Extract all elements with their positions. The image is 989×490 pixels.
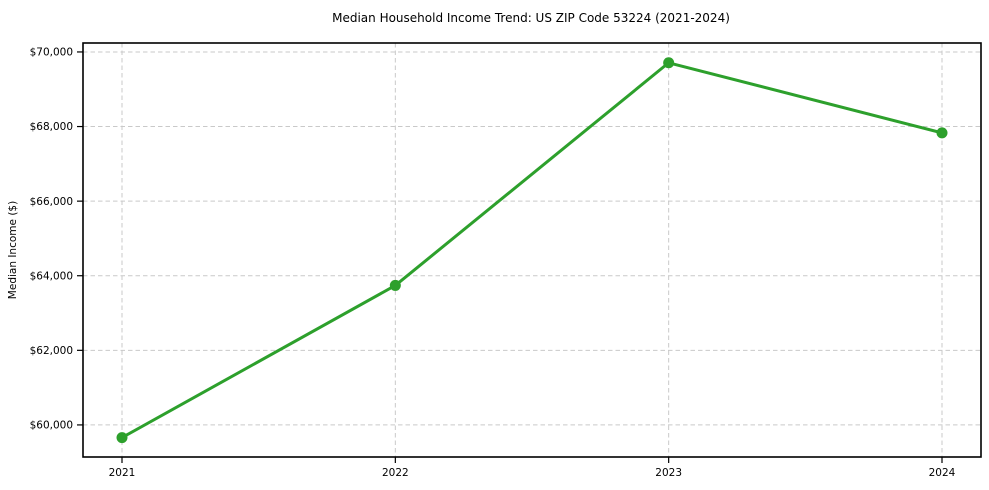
data-point-2021 [116, 432, 128, 444]
x-tick-label: 2024 [929, 467, 956, 479]
x-tick-label: 2021 [109, 467, 136, 479]
y-tick-label: $60,000 [30, 420, 73, 432]
y-tick-label: $64,000 [30, 270, 73, 282]
data-point-2024 [936, 127, 948, 139]
y-tick-label: $66,000 [30, 196, 73, 208]
plot-border [82, 42, 982, 458]
y-tick-label: $68,000 [30, 121, 73, 133]
gridlines-group [83, 43, 981, 457]
axes-group: $60,000 $62,000 $64,000 $66,000 $68,000 $70,0… [30, 42, 982, 479]
x-tick-label: 2023 [655, 467, 682, 479]
data-point-2023 [663, 57, 675, 69]
y-tick-label: $62,000 [30, 345, 73, 357]
x-tick-label: 2022 [382, 467, 409, 479]
data-point-2022 [389, 279, 401, 291]
trend-line [120, 61, 944, 440]
chart-title: Median Household Income Trend: US ZIP Co… [332, 11, 730, 25]
data-series-group [116, 57, 948, 444]
y-axis-label: Median Income ($) [7, 201, 19, 299]
y-tick-label: $70,000 [30, 47, 73, 59]
